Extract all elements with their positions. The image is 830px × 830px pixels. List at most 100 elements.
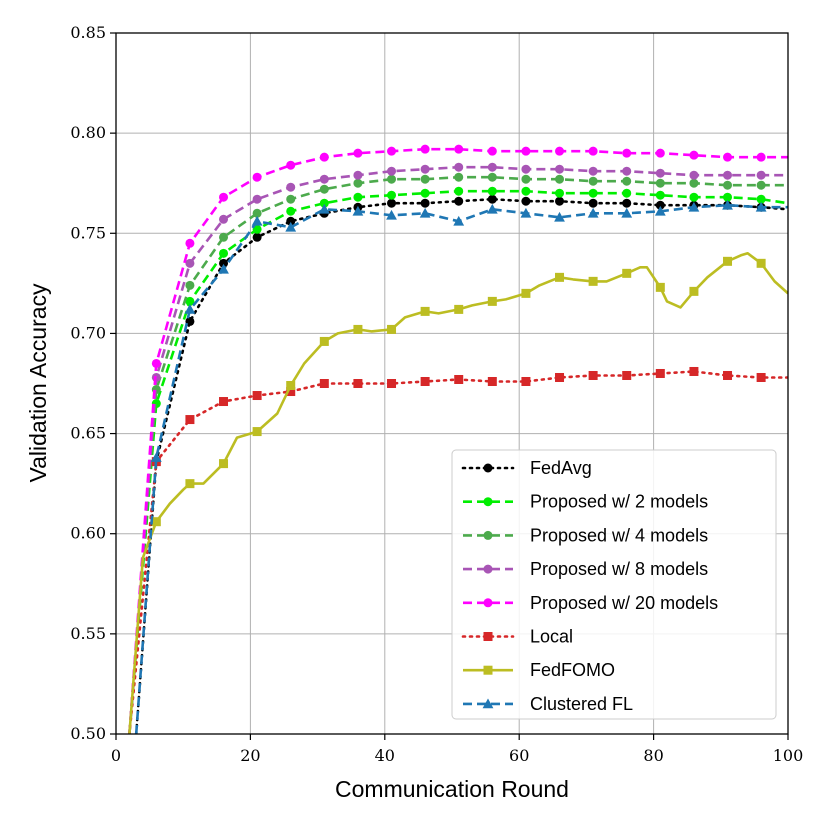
legend-item-proposed-w-2-models: Proposed w/ 2 models [463, 492, 708, 512]
data-point [655, 168, 665, 178]
data-point [723, 256, 733, 266]
data-point [454, 186, 464, 196]
data-point [521, 186, 531, 196]
data-point [555, 196, 565, 206]
data-point [185, 479, 195, 489]
data-point [689, 192, 699, 202]
legend-marker [483, 665, 493, 675]
data-point [689, 170, 699, 180]
data-point [353, 192, 363, 202]
y-tick-label: 0.55 [70, 624, 106, 643]
data-point [487, 296, 497, 306]
data-point [252, 208, 262, 218]
data-point [150, 452, 162, 462]
legend-marker [483, 530, 493, 540]
data-point [755, 201, 767, 212]
legend-marker [483, 463, 493, 473]
data-point [756, 194, 766, 204]
data-point [386, 209, 397, 220]
data-point [654, 205, 666, 216]
data-point [555, 372, 565, 382]
data-point [655, 368, 665, 378]
data-point [622, 166, 632, 176]
data-point [219, 214, 229, 224]
data-point [285, 221, 297, 232]
x-tick-label: 20 [240, 746, 260, 765]
data-point [521, 146, 531, 156]
legend-box [451, 449, 777, 720]
data-point [756, 170, 766, 180]
data-point [219, 248, 229, 258]
series-clustered-fl [134, 199, 788, 734]
data-point [251, 215, 263, 226]
data-point [420, 164, 430, 174]
legend-marker [483, 632, 493, 641]
legend-marker [483, 564, 493, 574]
data-point [185, 258, 195, 268]
data-point [453, 215, 465, 226]
series-line [128, 252, 788, 734]
legend-item-proposed-w-4-models: Proposed w/ 4 models [463, 525, 708, 545]
data-point [454, 374, 464, 384]
data-point [622, 268, 632, 278]
x-axis-label: Communication Round [335, 776, 569, 802]
data-point [454, 304, 464, 314]
data-point [420, 174, 430, 184]
data-point [622, 148, 632, 158]
data-point [185, 238, 195, 248]
data-point [420, 376, 430, 386]
data-point [353, 148, 363, 158]
y-tick-label: 0.50 [70, 724, 106, 743]
plot-frame [115, 32, 789, 735]
data-point [252, 194, 262, 204]
legend-item-clustered-fl: Clustered FL [463, 694, 633, 714]
data-point [688, 201, 700, 212]
series-fedfomo [128, 252, 788, 734]
data-point [555, 272, 565, 282]
series-lines [128, 144, 788, 734]
data-point [487, 186, 497, 196]
legend-label: Proposed w/ 20 models [530, 593, 718, 613]
legend-label: Proposed w/ 2 models [530, 492, 708, 512]
data-point [387, 198, 397, 208]
series-proposed-w-8-models [128, 162, 788, 734]
data-point [622, 176, 632, 186]
data-point [219, 258, 229, 268]
data-point [588, 198, 598, 208]
data-point [252, 172, 262, 182]
data-point [319, 336, 329, 346]
data-point [420, 198, 430, 208]
legend-item-fedavg: FedAvg [461, 458, 592, 478]
data-point [185, 415, 195, 425]
data-point [454, 172, 464, 182]
data-point [487, 376, 497, 386]
legend-label: Proposed w/ 4 models [530, 525, 708, 545]
data-point [622, 370, 632, 380]
data-point [521, 174, 531, 184]
data-point [454, 196, 464, 206]
data-point [555, 174, 565, 184]
data-point [252, 232, 262, 242]
data-point [419, 207, 431, 218]
data-point [387, 190, 397, 200]
data-point [286, 206, 296, 216]
data-point [218, 263, 229, 274]
data-point [286, 381, 296, 391]
legend: FedAvg Proposed w/ 2 models Proposed w/ 4 … [451, 449, 777, 720]
series-line [128, 147, 788, 734]
data-point [655, 282, 665, 292]
data-point [353, 324, 363, 334]
data-point [521, 164, 531, 174]
data-point [689, 366, 699, 376]
y-tick-label: 0.65 [70, 424, 106, 443]
data-point [319, 174, 329, 184]
data-point [722, 199, 733, 210]
x-tick-label: 80 [643, 746, 663, 765]
data-point [319, 184, 329, 194]
data-point [286, 387, 296, 397]
y-tick-label: 0.85 [70, 23, 106, 42]
series-local [128, 366, 788, 734]
legend-item-fedfomo: FedFOMO [463, 660, 615, 680]
data-point [487, 162, 497, 172]
